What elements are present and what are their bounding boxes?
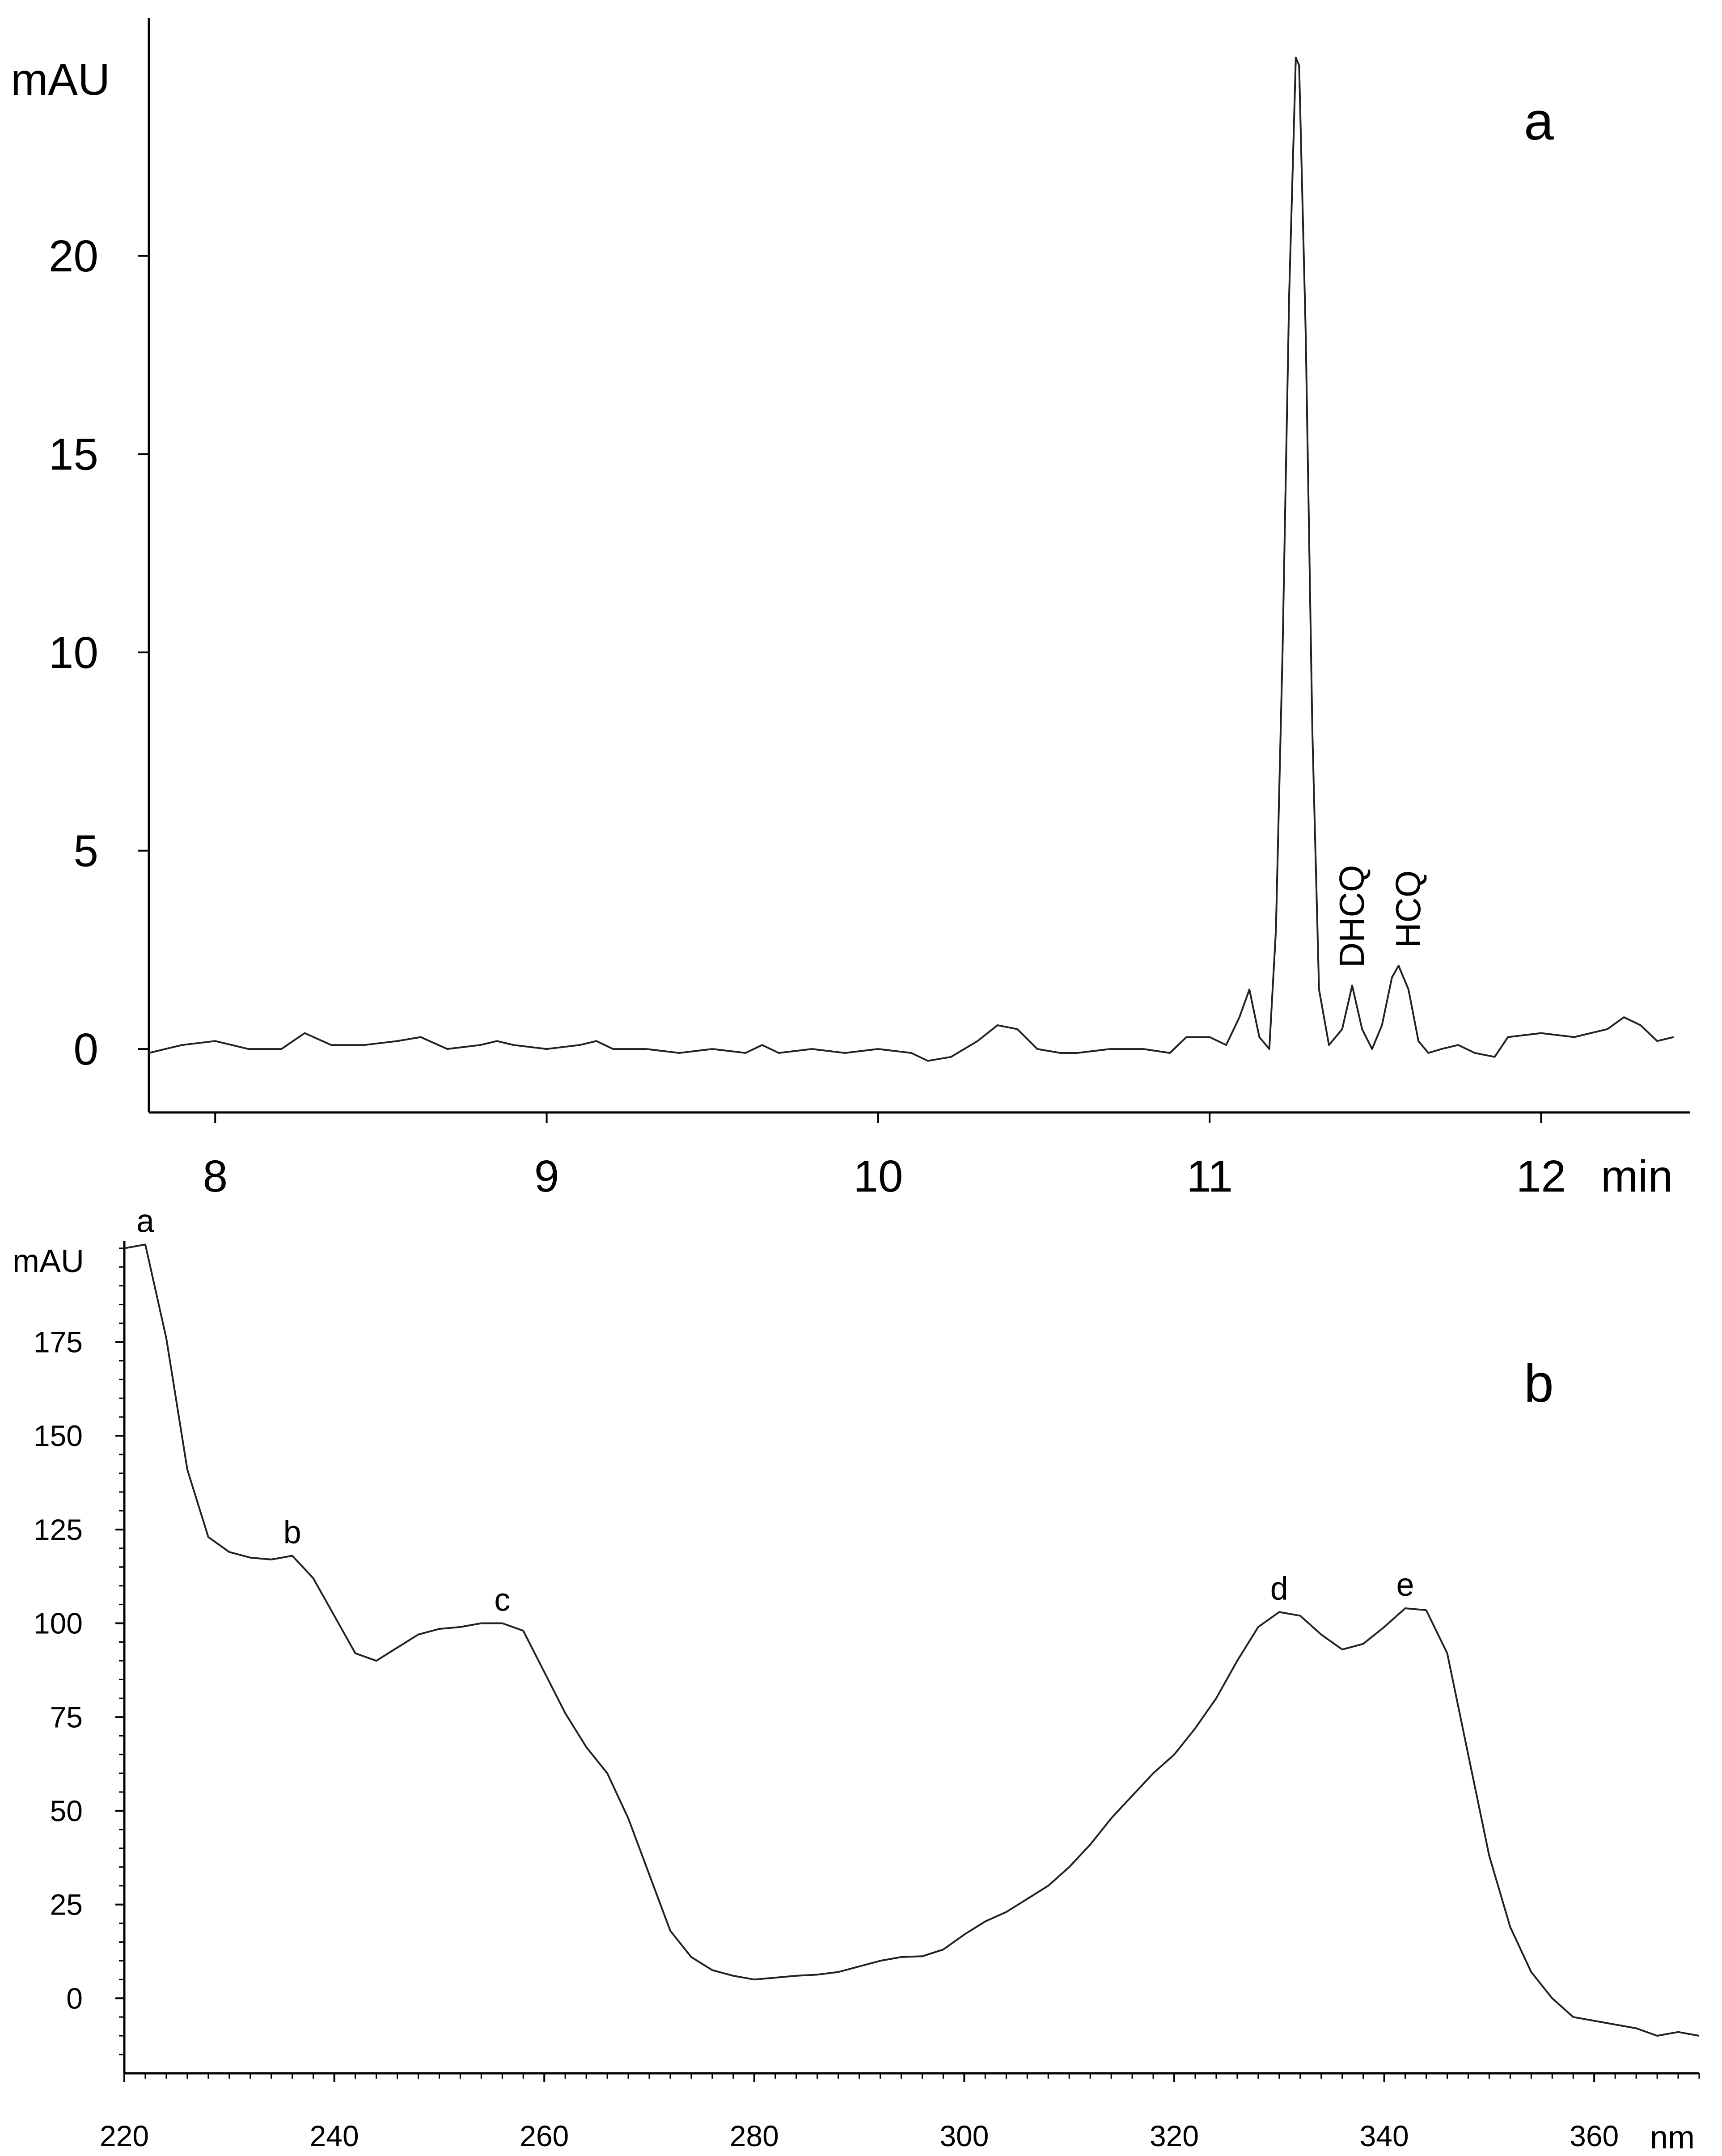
panel-a-x-axis-label: min <box>1601 1151 1673 1201</box>
x-tick-label: 360 <box>1570 2119 1619 2152</box>
panel-a-label: a <box>1524 91 1554 151</box>
y-tick-label: 0 <box>66 1982 83 2015</box>
y-tick-label: 150 <box>34 1419 83 1452</box>
panel-b-x-axis-label: nm <box>1650 2120 1695 2156</box>
chromatogram-panel: 8 9 10 11 12 0 5 10 15 20 mAU min a DHCQ HCQ <box>11 18 1690 1201</box>
y-tick-label: 25 <box>50 1888 83 1921</box>
x-tick-label: 220 <box>100 2119 149 2152</box>
y-tick-label: 100 <box>34 1607 83 1640</box>
panel-b-peak-labels: a b c d e <box>136 1203 1414 1618</box>
x-tick-label: 300 <box>939 2119 989 2152</box>
x-tick-label: 280 <box>730 2119 779 2152</box>
panel-a-chromatogram-trace <box>148 56 1674 1062</box>
panel-a-y-axis-label: mAU <box>11 55 110 105</box>
y-tick-label: 15 <box>49 430 98 480</box>
y-tick-label: 75 <box>50 1700 83 1733</box>
y-tick-label: 125 <box>34 1513 83 1546</box>
peak-label: a <box>136 1203 155 1239</box>
x-tick-label: 320 <box>1150 2119 1199 2152</box>
y-tick-label: 0 <box>73 1024 98 1074</box>
y-tick-label: 10 <box>49 628 98 678</box>
x-tick-label: 9 <box>534 1151 559 1201</box>
panel-a-ticks: 8 9 10 11 12 0 5 10 15 20 <box>49 231 1566 1201</box>
x-tick-label: 8 <box>203 1151 228 1201</box>
x-tick-label: 240 <box>310 2119 359 2152</box>
peak-label: e <box>1396 1567 1414 1603</box>
peak-label: c <box>494 1582 510 1618</box>
y-tick-label: 20 <box>49 231 98 281</box>
y-tick-label: 50 <box>50 1794 83 1827</box>
peak-label: HCQ <box>1388 870 1428 947</box>
panel-b-label: b <box>1524 1353 1554 1413</box>
x-tick-label: 11 <box>1186 1151 1233 1201</box>
peak-label: d <box>1270 1571 1288 1606</box>
y-tick-label: 175 <box>34 1326 83 1359</box>
x-tick-label: 260 <box>520 2119 569 2152</box>
x-tick-label: 12 <box>1516 1151 1566 1201</box>
panel-b-y-axis-label: mAU <box>13 1243 84 1279</box>
uv-spectrum-panel: 220 240 260 280 300 320 340 360 0 25 50 75 100 125 150… <box>13 1203 1700 2156</box>
panel-a-peak-labels: DHCQ HCQ <box>1332 865 1428 968</box>
peak-label: DHCQ <box>1332 865 1371 968</box>
peak-label: b <box>283 1515 301 1551</box>
y-tick-label: 5 <box>73 826 98 876</box>
x-tick-label: 10 <box>853 1151 903 1201</box>
panel-b-ticks: 220 240 260 280 300 320 340 360 0 25 50 75 100 125 150… <box>34 1247 1700 2152</box>
panel-b-spectrum-trace <box>124 1243 1700 2037</box>
x-tick-label: 340 <box>1360 2119 1409 2152</box>
